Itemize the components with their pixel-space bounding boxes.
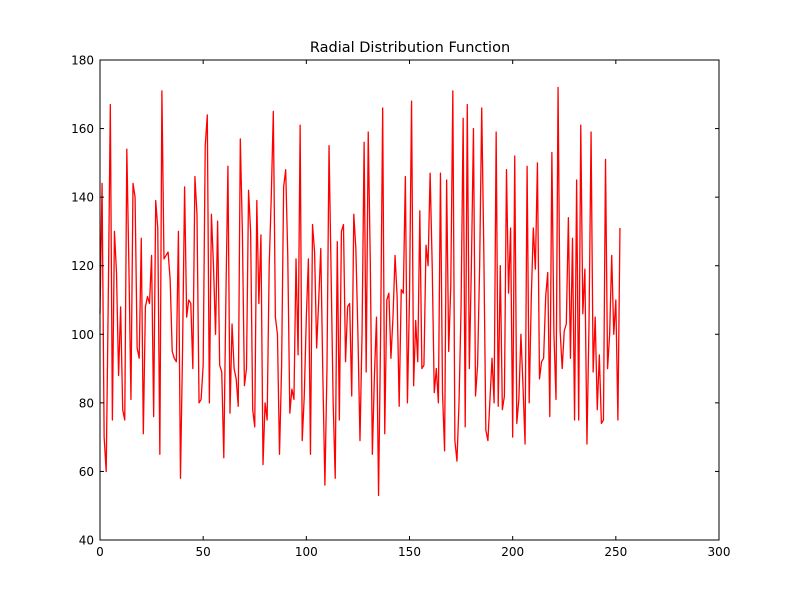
y-tick-label: 120 [71, 259, 94, 273]
plot-frame [99, 59, 720, 541]
series-layer [99, 86, 621, 497]
y-tick-label: 140 [71, 191, 94, 205]
x-tick-label: 150 [398, 545, 421, 559]
x-tick-label: 200 [501, 545, 524, 559]
x-tick-label: 300 [708, 545, 731, 559]
y-tick-label: 180 [71, 54, 94, 68]
y-tick-label: 40 [79, 534, 94, 548]
y-tick-label: 100 [71, 328, 94, 342]
ticks-layer: 0 50 100 150 200 250 300 40 60 80 100 120 140 160 180 [71, 54, 730, 560]
x-tick-label: 0 [96, 545, 104, 559]
x-tick-label: 50 [196, 545, 211, 559]
x-tick-label: 250 [604, 545, 627, 559]
series-line-0 [99, 86, 621, 497]
x-tick-label: 100 [295, 545, 318, 559]
y-tick-label: 60 [79, 465, 94, 479]
chart-title: Radial Distribution Function [310, 40, 510, 56]
y-tick-label: 80 [79, 396, 94, 410]
y-tick-label: 160 [71, 122, 94, 136]
